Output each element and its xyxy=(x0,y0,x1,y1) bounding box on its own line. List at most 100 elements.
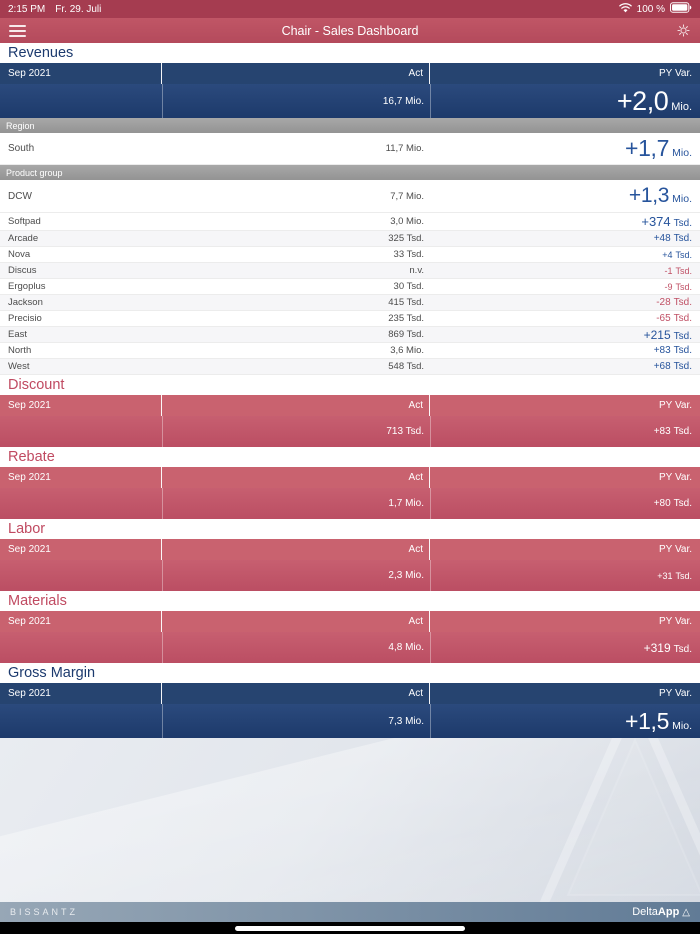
column-header-row[interactable]: Sep 2021 Act PY Var. xyxy=(0,683,700,704)
variance-value: +374 Tsd. xyxy=(430,214,700,229)
total-row-discount[interactable]: 713 Tsd. +83 Tsd. xyxy=(0,416,700,447)
act-value: 325 Tsd. xyxy=(388,233,424,244)
nav-bar: Chair - Sales Dashboard xyxy=(0,18,700,43)
footer-bar: BISSANTZ Delta App △ xyxy=(0,902,700,922)
act-value: 30 Tsd. xyxy=(393,281,424,292)
section-title: Revenues xyxy=(8,45,74,61)
variance-unit: Tsd. xyxy=(673,361,692,372)
row-label: DCW xyxy=(8,190,32,202)
variance-value: -9 Tsd. xyxy=(430,282,700,292)
total-row-materials[interactable]: 4,8 Mio. +319 Tsd. xyxy=(0,632,700,663)
variance-number: +1,7 xyxy=(624,135,670,161)
data-row-jackson[interactable]: Jackson 415 Tsd. -28 Tsd. xyxy=(0,295,700,311)
variance-number: -65 xyxy=(656,313,671,324)
col-py-var: PY Var. xyxy=(659,68,692,79)
act-value: 4,8 Mio. xyxy=(388,642,424,653)
data-row-precisio[interactable]: Precisio 235 Tsd. -65 Tsd. xyxy=(0,311,700,327)
section-title: Discount xyxy=(8,377,65,393)
variance-number: +4 xyxy=(662,249,673,260)
column-header-row[interactable]: Sep 2021 Act PY Var. xyxy=(0,395,700,416)
variance-value: +1,5 Mio. xyxy=(430,708,700,735)
row-label: South xyxy=(8,143,35,154)
delta-triangle-watermark xyxy=(539,738,700,902)
variance-number: +48 xyxy=(653,233,671,244)
status-right: 100 % xyxy=(618,2,692,16)
variance-number: -1 xyxy=(664,265,673,276)
section-labor: Labor Sep 2021 Act PY Var. 2,3 Mio. +31 Tsd. xyxy=(0,519,700,591)
section-rebate: Rebate Sep 2021 Act PY Var. 1,7 Mio. +80 Tsd. xyxy=(0,447,700,519)
row-label: Discus xyxy=(8,265,37,276)
act-value: 11,7 Mio. xyxy=(385,143,424,154)
data-row-south[interactable]: South 11,7 Mio. +1,7 Mio. xyxy=(0,133,700,165)
section-title: Rebate xyxy=(8,449,55,465)
col-act: Act xyxy=(162,683,430,704)
section-title: Materials xyxy=(8,593,67,609)
column-header-row[interactable]: Sep 2021 Act PY Var. xyxy=(0,467,700,488)
row-label: Nova xyxy=(8,249,31,260)
data-row-discus[interactable]: Discus n.v. -1 Tsd. xyxy=(0,263,700,279)
total-row-rebate[interactable]: 1,7 Mio. +80 Tsd. xyxy=(0,488,700,519)
section-title: Gross Margin xyxy=(8,665,96,681)
total-row-revenues[interactable]: 16,7 Mio. +2,0 Mio. xyxy=(0,84,700,118)
act-value: n.v. xyxy=(409,265,424,276)
report-area[interactable]: Revenues Sep 2021 Act PY Var. 16,7 Mio. +2,0 M… xyxy=(0,43,700,738)
data-row-softpad[interactable]: Softpad 3,0 Mio. +374 Tsd. xyxy=(0,213,700,231)
col-act: Act xyxy=(162,467,430,488)
wifi-icon xyxy=(618,2,632,16)
section-discount: Discount Sep 2021 Act PY Var. 713 Tsd. +83 Tsd… xyxy=(0,375,700,447)
status-left: 2:15 PM Fr. 29. Juli xyxy=(8,4,101,15)
act-value: 3,0 Mio. xyxy=(390,216,424,227)
data-row-north[interactable]: North 3,6 Mio. +83 Tsd. xyxy=(0,343,700,359)
col-py-var: PY Var. xyxy=(659,472,692,483)
variance-unit: Tsd. xyxy=(673,330,692,342)
variance-unit: Mio. xyxy=(672,193,692,205)
data-row-west[interactable]: West 548 Tsd. +68 Tsd. xyxy=(0,359,700,375)
row-label: Precisio xyxy=(8,313,42,324)
col-period: Sep 2021 xyxy=(0,63,162,84)
variance-unit: Tsd. xyxy=(675,570,692,581)
home-indicator[interactable] xyxy=(235,925,465,931)
total-row-gross-margin[interactable]: 7,3 Mio. +1,5 Mio. xyxy=(0,704,700,738)
row-label: Arcade xyxy=(8,233,39,244)
variance-unit: Mio. xyxy=(672,147,692,159)
act-value: 235 Tsd. xyxy=(388,313,424,324)
variance-number: -9 xyxy=(664,281,673,292)
section-gross-margin: Gross Margin Sep 2021 Act PY Var. 7,3 Mio. +1… xyxy=(0,663,700,738)
group-header-product-group[interactable]: Product group xyxy=(0,165,700,180)
variance-unit: Tsd. xyxy=(673,218,692,229)
variance-number: +1,3 xyxy=(628,184,670,207)
col-period: Sep 2021 xyxy=(0,611,162,632)
column-header-row[interactable]: Sep 2021 Act PY Var. xyxy=(0,63,700,84)
variance-value: +48 Tsd. xyxy=(430,233,700,244)
data-row-east[interactable]: East 869 Tsd. +215 Tsd. xyxy=(0,327,700,343)
variance-unit: Tsd. xyxy=(675,281,692,292)
row-label: West xyxy=(8,361,30,372)
brand-bissantz: BISSANTZ xyxy=(10,907,79,917)
act-value: 713 Tsd. xyxy=(386,426,424,437)
col-act: Act xyxy=(162,611,430,632)
menu-icon[interactable] xyxy=(9,24,26,37)
app-name-suffix: App xyxy=(657,906,680,918)
data-row-dcw[interactable]: DCW 7,7 Mio. +1,3 Mio. xyxy=(0,180,700,213)
total-row-labor[interactable]: 2,3 Mio. +31 Tsd. xyxy=(0,560,700,591)
variance-value: +1,3 Mio. xyxy=(430,184,700,208)
variance-number: +83 xyxy=(653,426,671,437)
act-value: 1,7 Mio. xyxy=(388,498,424,509)
col-py-var: PY Var. xyxy=(659,544,692,555)
column-header-row[interactable]: Sep 2021 Act PY Var. xyxy=(0,539,700,560)
group-header-region[interactable]: Region xyxy=(0,118,700,133)
data-row-ergoplus[interactable]: Ergoplus 30 Tsd. -9 Tsd. xyxy=(0,279,700,295)
act-value: 548 Tsd. xyxy=(388,361,424,372)
row-label: North xyxy=(8,345,32,356)
data-row-arcade[interactable]: Arcade 325 Tsd. +48 Tsd. xyxy=(0,231,700,247)
variance-value: +83 Tsd. xyxy=(430,426,700,437)
column-header-row[interactable]: Sep 2021 Act PY Var. xyxy=(0,611,700,632)
section-revenues: Revenues Sep 2021 Act PY Var. 16,7 Mio. +2,0 M… xyxy=(0,43,700,375)
col-py-var: PY Var. xyxy=(659,400,692,411)
col-py-var: PY Var. xyxy=(659,688,692,699)
row-label: East xyxy=(8,329,28,340)
settings-icon[interactable] xyxy=(676,23,691,38)
col-period: Sep 2021 xyxy=(0,395,162,416)
data-row-nova[interactable]: Nova 33 Tsd. +4 Tsd. xyxy=(0,247,700,263)
